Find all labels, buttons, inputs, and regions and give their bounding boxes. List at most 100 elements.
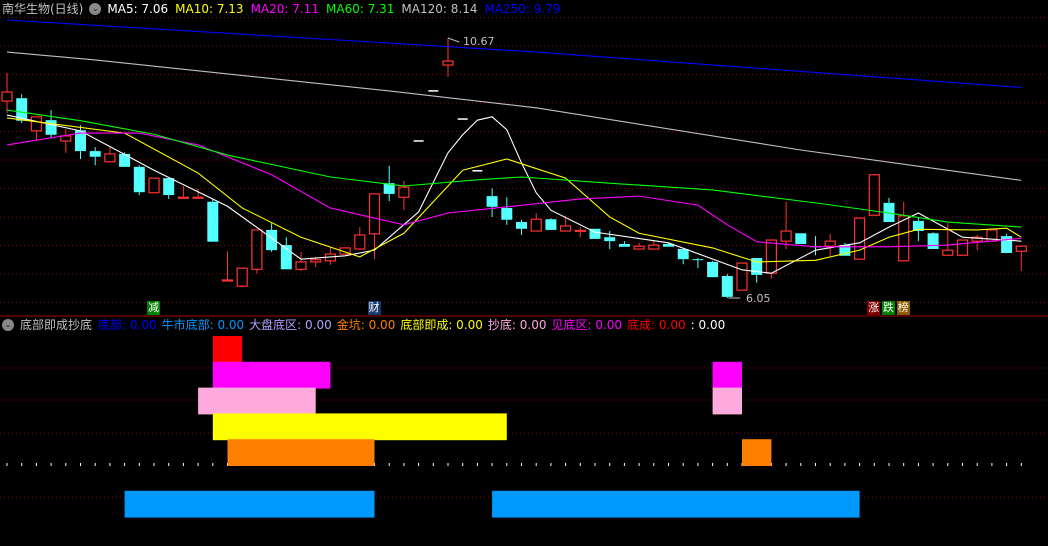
candle-up [148,177,160,194]
candle-down [89,151,101,157]
ma-legend-0: MA5: 7.06 [107,2,169,16]
candle-down [280,245,292,270]
candle-down [751,258,763,275]
signal-bar [212,413,507,441]
ma-line-ma250 [6,19,1022,89]
candle-down [266,229,278,251]
candle-up [104,153,116,163]
candle-down [119,153,131,167]
indicator-value-4: 底部即成: 0.00 [400,318,483,332]
candle-up [354,234,366,250]
candle-up [574,229,586,233]
candle-up [868,174,880,216]
indicator-value-8: : 0.00 [690,318,726,332]
ma-line-ma10 [6,117,1022,263]
event-marker[interactable]: 财 [367,301,381,315]
ma-legend-1: MA10: 7.13 [175,2,244,16]
indicator-header: ⌄ 底部即成抄底 底部: 0.00 牛市底部: 0.00 大盘底区: 0.00 金坑:… [2,317,725,333]
candle-down [1001,236,1013,253]
candle-up [956,239,969,256]
ma-line-ma60 [6,109,1022,228]
candle-down [618,243,630,247]
event-marker[interactable]: 榜 [896,301,910,315]
candle-up [559,225,572,232]
signal-bar [492,490,860,518]
event-marker[interactable]: 涨 [867,301,881,315]
candle-up [251,229,263,270]
high-price-label: 10.67 [463,35,495,48]
signal-bar [124,490,375,518]
candle-up [633,245,645,250]
candle-down [486,196,498,207]
candle-down [589,228,601,239]
candle-up [177,196,189,199]
candle-up [368,193,381,235]
ma-legend-4: MA120: 8.14 [401,2,478,16]
chevron-down-icon[interactable]: ⌄ [89,3,102,15]
signal-bar [212,361,331,389]
candle-down [75,130,86,152]
candle-down [163,178,175,196]
candle-up [60,135,72,142]
candle-down [45,120,57,135]
candle-up [310,259,322,263]
candle-down [692,259,704,261]
ma-line-ma20 [6,132,1022,248]
candle-up [898,215,910,262]
ma-legend-3: MA60: 7.31 [326,2,395,16]
candle-down [604,237,616,242]
candle-down [663,243,674,247]
signal-bar [712,387,742,415]
candle-down [927,233,939,250]
event-marker[interactable]: 减 [147,301,160,315]
candle-down [839,245,851,256]
candle-up [971,236,983,242]
candle-up [1015,245,1027,252]
candle-up [853,217,866,260]
indicator-value-6: 见底区: 0.00 [551,318,623,332]
main-chart-header: 南华生物(日线) ⌄ MA5: 7.06 MA10: 7.13 MA20: 7.11… [2,1,561,17]
indicator-title: 底部即成抄底 [20,318,93,332]
candle-down [883,202,895,223]
candle-up [942,249,954,256]
candle-down [133,166,145,193]
candle-down [207,201,219,242]
candle-up [442,60,454,66]
signal-bar [742,439,772,466]
candle-down [16,98,28,121]
candle-up [530,218,542,232]
indicator-value-0: 底部: 0.00 [98,318,157,332]
candle-up [30,116,42,132]
candle-down [795,233,807,244]
candle-up [236,267,248,287]
candle-down [501,207,513,220]
signal-bar [212,336,243,363]
candle-up [780,230,792,242]
ma-line-ma5 [6,114,1022,274]
indicator-value-5: 抄底: 0.00 [487,318,547,332]
candle-down [516,222,527,229]
event-marker[interactable]: 跌 [882,301,895,315]
indicator-value-7: 底成: 0.00 [627,318,686,332]
signal-bar [198,387,316,415]
candle-up [398,186,410,198]
candle-up [295,261,307,270]
candle-down [721,276,733,297]
ma-line-ma120 [6,51,1022,181]
indicator-value-2: 大盘底区: 0.00 [249,318,332,332]
candle-down [383,183,395,194]
high-arrow [447,37,460,43]
candle-up [221,279,234,282]
stock-title: 南华生物(日线) [2,2,84,16]
indicator-value-1: 牛市底部: 0.00 [161,318,245,332]
signal-bar [712,361,742,389]
candle-up [736,262,748,291]
chevron-down-icon[interactable]: ⌄ [2,319,14,331]
candle-up [765,239,778,274]
indicator-value-3: 金坑: 0.00 [336,318,396,332]
candle-up [648,244,660,250]
signal-bar [227,439,375,466]
ma-legend-2: MA20: 7.11 [250,2,319,16]
candle-down [545,219,557,230]
